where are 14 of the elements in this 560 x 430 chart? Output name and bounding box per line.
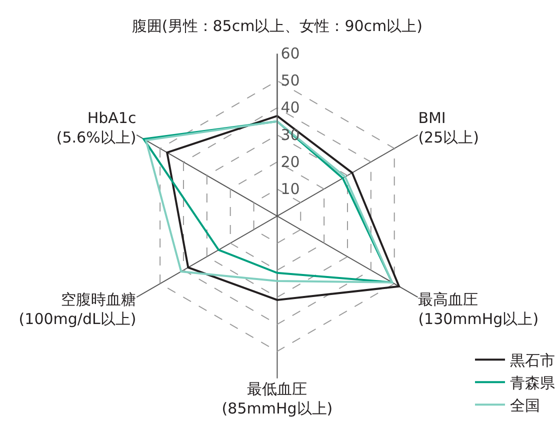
y-tick-label: 50 (280, 72, 300, 90)
legend-label: 黒石市 (510, 352, 555, 370)
spoke-label: 最高血圧 (130mmHg以上) (418, 290, 539, 328)
y-tick-label: 40 (280, 98, 300, 117)
y-tick-label: 60 (280, 44, 300, 63)
y-tick-label: 10 (280, 180, 300, 198)
legend-label: 青森県 (510, 374, 555, 392)
spoke-label: HbA1c (5.6%以上) (56, 109, 136, 147)
spoke-label: 最低血圧 (85mmHg以上) (222, 380, 333, 418)
spoke-label: BMI (25以上) (418, 109, 480, 147)
spoke-label: 空腹時血糖 (100mg/dL以上) (18, 290, 136, 328)
legend-label: 全国 (510, 396, 540, 414)
y-tick-label: 20 (280, 152, 300, 171)
spoke-label: 腹囲(男性：85cm以上、女性：90cm以上) (132, 16, 423, 35)
